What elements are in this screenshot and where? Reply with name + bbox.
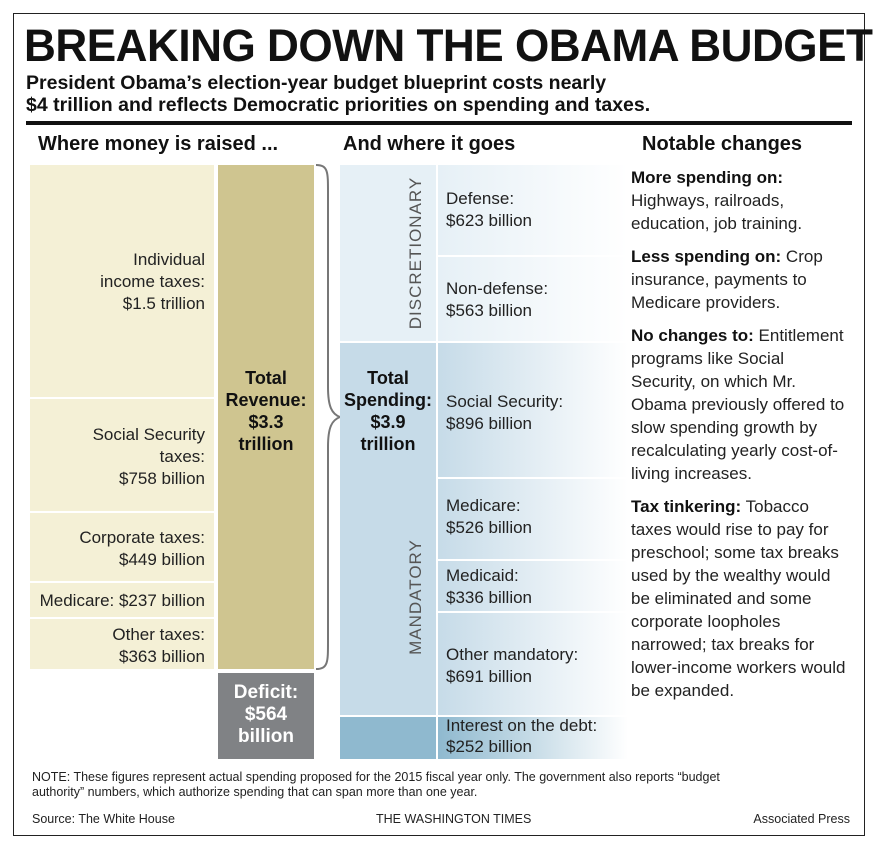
spending-label-non-defense: Non-defense: $563 billion <box>446 279 549 320</box>
subtitle-line-2: $4 trillion and reflects Democratic prio… <box>26 94 651 116</box>
spending-interest-bar <box>340 717 436 759</box>
footnote: NOTE: These figures represent actual spe… <box>32 770 720 799</box>
total-spending-label: Total Spending: $3.9 trillion <box>344 368 432 454</box>
spending-label-medicare: Medicare: $526 billion <box>446 496 533 537</box>
revenue-label-individual: Individual income taxes: $1.5 trillion <box>100 250 205 313</box>
discretionary-label: DISCRETIONARY <box>406 176 425 330</box>
header-changes: Notable changes <box>642 133 803 155</box>
revenue-label-corporate: Corporate taxes: $449 billion <box>79 528 205 569</box>
spending-label-other-mandatory: Other mandatory: $691 billion <box>446 645 579 686</box>
spending-cell-defense <box>438 165 628 255</box>
spending-cell-interest <box>438 717 628 759</box>
photo-credit: Associated Press <box>753 812 850 826</box>
spending-label-social-security: Social Security: $896 billion <box>446 392 564 433</box>
brace-icon <box>315 164 342 670</box>
change-no-changes: No changes to: Entitlement programs like… <box>631 326 845 483</box>
page-title: BREAKING DOWN THE OBAMA BUDGET <box>24 20 873 71</box>
title-rule <box>26 121 852 125</box>
revenue-cell-individual <box>30 165 214 397</box>
revenue-label-other: Other taxes: $363 billion <box>112 625 205 666</box>
mandatory-label: MANDATORY <box>406 539 425 655</box>
spending-label-defense: Defense: $623 billion <box>446 189 533 230</box>
revenue-label-social-security: Social Security taxes: $758 billion <box>92 425 205 488</box>
spending-cell-social-security <box>438 343 628 477</box>
revenue-cell-other <box>30 619 214 669</box>
spending-label-interest: Interest on the debt: $252 billion <box>446 716 598 756</box>
spending-cell-medicare <box>438 479 628 559</box>
spending-label-medicaid: Medicaid: $336 billion <box>446 566 533 607</box>
total-revenue-bar <box>218 165 314 669</box>
notable-changes: More spending on: Highways, railroads, e… <box>631 166 851 712</box>
revenue-cell-social-security <box>30 399 214 511</box>
header-goes: And where it goes <box>343 133 516 155</box>
subtitle-line-1: President Obama’s election-year budget b… <box>26 72 607 94</box>
revenue-cell-medicare <box>30 583 214 617</box>
revenue-label-medicare: Medicare: $237 billion <box>39 591 205 610</box>
change-tax-tinkering: Tax tinkering: Tobacco taxes would rise … <box>631 497 846 700</box>
spending-discretionary-bar <box>340 165 436 341</box>
change-more-spending: More spending on: Highways, railroads, e… <box>631 168 803 233</box>
subtitle: President Obama’s election-year budget b… <box>26 72 826 116</box>
spending-mandatory-bar <box>340 343 436 715</box>
total-revenue-label: Total Revenue: $3.3 trillion <box>225 368 307 454</box>
deficit-label: Deficit: $564 billion <box>233 682 299 747</box>
header-raised: Where money is raised ... <box>38 133 279 155</box>
spending-cell-medicaid <box>438 561 628 611</box>
spending-cell-non-defense <box>438 257 628 341</box>
revenue-cell-corporate <box>30 513 214 581</box>
deficit-bar <box>218 673 314 759</box>
source-credit: Source: The White House <box>32 812 175 826</box>
spending-cell-other-mandatory <box>438 613 628 715</box>
publisher-credit: THE WASHINGTON TIMES <box>376 812 532 826</box>
change-less-spending: Less spending on: Crop insurance, paymen… <box>631 247 823 312</box>
